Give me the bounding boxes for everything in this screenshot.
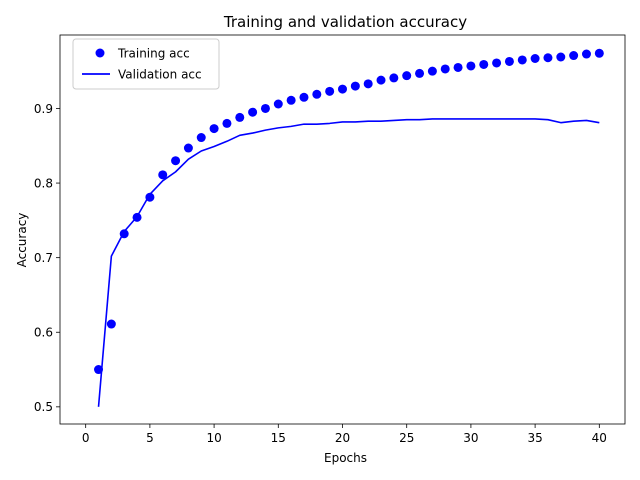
training-acc-point [453, 62, 463, 72]
y-tick-label: 0.8 [34, 176, 53, 190]
y-tick-label: 0.5 [34, 400, 53, 414]
x-tick-label: 15 [271, 431, 286, 445]
training-acc-point [94, 365, 104, 375]
x-tick-label: 5 [146, 431, 154, 445]
training-acc-point [196, 133, 206, 143]
training-acc-point [427, 66, 437, 76]
x-tick-label: 35 [527, 431, 542, 445]
training-acc-point [132, 212, 142, 222]
training-acc-point [325, 86, 335, 96]
training-acc-point [260, 103, 270, 113]
training-acc-point [504, 56, 514, 66]
y-tick-label: 0.9 [34, 102, 53, 116]
training-acc-point [106, 319, 116, 329]
training-acc-point [556, 52, 566, 62]
training-acc-point [299, 92, 309, 102]
validation-acc-series [97, 118, 600, 407]
chart-title: Training and validation accuracy [223, 13, 467, 31]
y-tick-label: 0.7 [34, 251, 53, 265]
training-acc-point [530, 54, 540, 63]
training-acc-point [183, 143, 193, 153]
x-tick-label: 20 [335, 431, 350, 445]
x-tick-label: 30 [463, 431, 478, 445]
training-acc-point [222, 118, 232, 128]
legend-label-training: Training acc [117, 47, 190, 61]
training-acc-point [312, 89, 322, 99]
training-acc-point [286, 95, 296, 105]
legend-label-validation: Validation acc [118, 68, 202, 82]
x-tick-label: 10 [206, 431, 221, 445]
training-acc-point [415, 68, 425, 78]
training-acc-point [338, 84, 347, 94]
training-acc-point [145, 192, 155, 202]
training-acc-point [235, 112, 245, 122]
training-acc-point [594, 48, 604, 58]
training-acc-point [171, 156, 181, 166]
legend-marker-training [95, 48, 105, 58]
x-tick-label: 40 [592, 431, 607, 445]
training-acc-point [248, 107, 258, 117]
x-axis-label: Epochs [324, 451, 367, 465]
training-acc-point [440, 64, 450, 74]
training-acc-point [581, 49, 591, 59]
training-acc-point [492, 58, 502, 68]
training-acc-point [350, 81, 360, 91]
training-acc-point [389, 73, 399, 83]
training-acc-point [569, 51, 579, 61]
validation-acc-line [97, 118, 600, 407]
training-acc-point [466, 61, 476, 71]
training-acc-point [158, 170, 168, 180]
training-acc-point [209, 124, 219, 134]
training-acc-point [479, 59, 489, 69]
training-acc-point [376, 75, 386, 85]
x-axis: 0 5 10 15 20 25 30 35 40 [82, 424, 607, 445]
training-acc-point [543, 53, 553, 63]
x-tick-label: 0 [82, 431, 90, 445]
training-acc-point [119, 229, 129, 239]
legend: Training acc Validation acc [72, 38, 220, 90]
x-tick-label: 25 [399, 431, 414, 445]
legend-frame [72, 38, 220, 90]
training-acc-point [273, 99, 283, 109]
training-acc-point [402, 71, 412, 81]
y-tick-label: 0.6 [34, 326, 53, 340]
training-acc-point [363, 79, 373, 89]
y-axis: 0.5 0.6 0.7 0.8 0.9 [34, 102, 60, 414]
y-axis-label: Accuracy [15, 213, 29, 268]
training-acc-point [517, 55, 527, 65]
training-acc-series [94, 48, 604, 375]
